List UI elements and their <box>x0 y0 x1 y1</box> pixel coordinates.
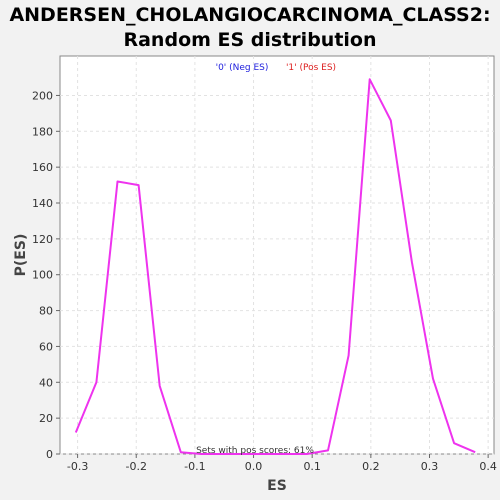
y-tick-label: 60 <box>39 340 53 353</box>
plot-area <box>59 55 495 455</box>
x-ticks-layer: -0.3 -0.2 -0.1 0.0 0.1 0.2 0.3 0.4 <box>67 454 497 473</box>
series-line <box>74 78 476 455</box>
y-tick-label: 200 <box>32 89 53 102</box>
x-tick-label: 0.2 <box>362 460 380 473</box>
y-tick-label: 80 <box>39 305 53 318</box>
y-tick-label: 40 <box>39 376 53 389</box>
y-tick-label: 20 <box>39 412 53 425</box>
x-tick-label: -0.2 <box>126 460 147 473</box>
y-ticks-layer: 0 20 40 60 80 100 120 140 160 180 200 <box>32 89 60 461</box>
chart-title-line2: Random ES distribution <box>123 29 376 51</box>
x-tick-label: 0.3 <box>421 460 439 473</box>
x-tick-label: -0.3 <box>67 460 88 473</box>
x-tick-label: 0.1 <box>303 460 321 473</box>
x-axis-label: ES <box>267 478 287 494</box>
y-tick-label: 160 <box>32 161 53 174</box>
x-tick-label: 0.4 <box>479 460 497 473</box>
series-layer <box>74 78 476 455</box>
legend-pos: '1' (Pos ES) <box>286 63 336 73</box>
legend-neg: '0' (Neg ES) <box>216 63 269 73</box>
x-tick-label: -0.1 <box>184 460 205 473</box>
y-tick-label: 0 <box>46 448 53 461</box>
y-tick-label: 180 <box>32 125 53 138</box>
x-tick-label: 0.0 <box>245 460 263 473</box>
y-tick-label: 120 <box>32 233 53 246</box>
chart-title-line1: ANDERSEN_CHOLANGIOCARCINOMA_CLASS2: <box>9 4 490 26</box>
y-axis-label: P(ES) <box>13 234 29 277</box>
pos-scores-annotation: Sets with pos scores: 61% <box>196 446 314 456</box>
y-tick-label: 100 <box>32 269 53 282</box>
y-tick-label: 140 <box>32 197 53 210</box>
